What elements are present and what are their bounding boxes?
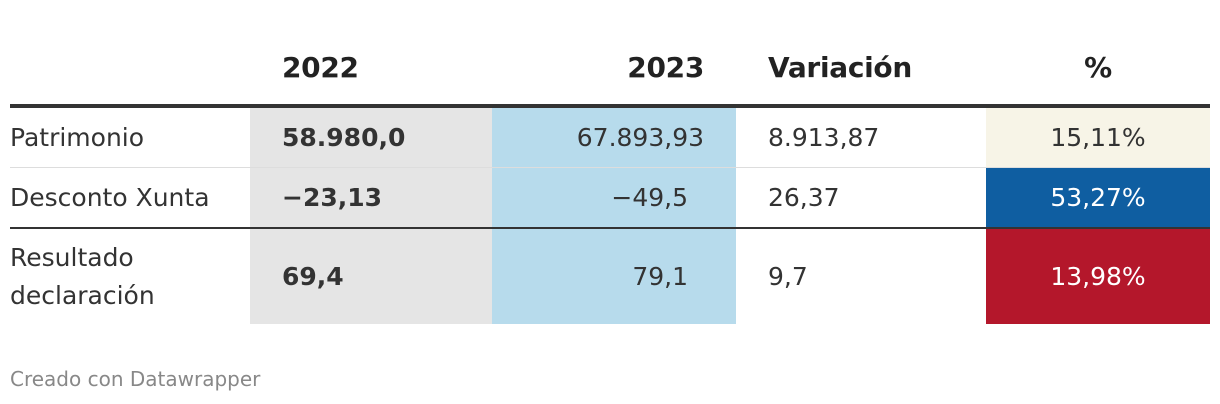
header-2023: 2023 (627, 50, 704, 84)
cell-2022: 58.980,0 (250, 108, 492, 167)
header-2022: 2022 (282, 50, 359, 84)
cell-2023: 79,1 (492, 229, 736, 324)
table-header-row: 2022 2023 Variación % (10, 36, 1210, 98)
row-label: Desconto Xunta (10, 183, 210, 212)
row-label-line1: Resultado (10, 242, 134, 272)
cell-variacion: 8.913,87 (768, 123, 880, 152)
cell-variacion: 9,7 (768, 262, 808, 291)
footer-credit: Creado con Datawrapper (10, 367, 261, 391)
header-percent: % (1084, 50, 1112, 84)
header-divider (10, 104, 1210, 108)
row-label-line2: declaración (10, 280, 155, 310)
cell-percent: 53,27% (986, 168, 1210, 227)
header-label-empty (10, 36, 250, 98)
row-label: Patrimonio (10, 123, 145, 152)
header-variacion: Variación (768, 50, 912, 84)
cell-2022: 69,4 (250, 229, 492, 324)
cell-percent: 13,98% (986, 229, 1210, 324)
row-label: Resultado declaración (10, 229, 250, 324)
row-divider (10, 167, 1210, 168)
cell-2022: −23,13 (250, 168, 492, 227)
cell-variacion: 26,37 (768, 183, 840, 212)
table-row: Desconto Xunta −23,13 −49,5 26,37 53,27% (10, 168, 1210, 227)
table-row: Resultado declaración 69,4 79,1 9,7 13,9… (10, 229, 1210, 324)
cell-percent: 15,11% (986, 108, 1210, 167)
cell-2023: 67.893,93 (492, 108, 736, 167)
table-row: Patrimonio 58.980,0 67.893,93 8.913,87 1… (10, 108, 1210, 167)
cell-2023: −49,5 (492, 168, 736, 227)
total-divider (10, 227, 1210, 229)
